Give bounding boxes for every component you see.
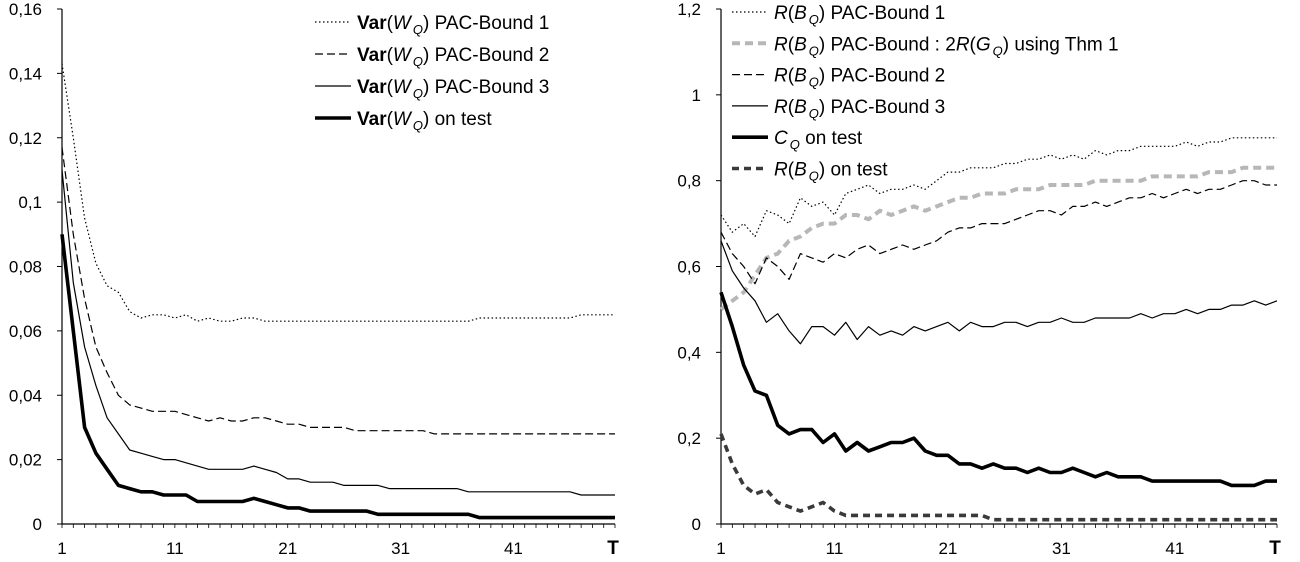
x-tick-label: 11 [826, 539, 844, 558]
x-tick-label: 41 [504, 539, 523, 558]
y-tick-label: 0,1 [18, 193, 42, 212]
series-line-2 [61, 147, 615, 435]
legend-label-2: Var(W Q) PAC-Bound 2 [357, 45, 549, 69]
y-tick-label: 0,04 [9, 386, 42, 405]
series-line-5 [719, 291, 1277, 488]
series-line-1 [720, 137, 1277, 238]
series-line-3 [720, 180, 1277, 285]
legend-label-3: Var(W Q) PAC-Bound 3 [357, 77, 549, 101]
y-tick-label: 0 [692, 515, 701, 534]
y-tick-label: 0,08 [9, 258, 42, 277]
y-tick-label: 1 [692, 86, 701, 105]
y-tick-label: 0,6 [677, 258, 701, 277]
right-chart: 00,20,40,60,811,21 11 21 31 41 TR(B Q) PAC-Bou… [677, 0, 1281, 559]
x-tick-label: 31 [391, 539, 410, 558]
x-tick-label: 11 [166, 539, 184, 558]
y-tick-label: 0,4 [677, 343, 701, 362]
x-axis-title: T [607, 538, 619, 559]
x-tick-label: 41 [1165, 539, 1184, 558]
y-tick-label: 0,12 [9, 129, 42, 148]
series-line-4 [720, 240, 1278, 345]
y-tick-label: 0,2 [677, 429, 701, 448]
y-tick-label: 0,8 [677, 172, 701, 191]
legend-label-1: R(B Q) PAC-Bound 1 [774, 3, 945, 27]
legend-label-6: R(B Q) on test [774, 160, 888, 184]
x-tick-label: 31 [1052, 539, 1071, 558]
series-line-3 [61, 169, 615, 496]
series-line-6 [719, 433, 1277, 522]
left-chart: 00,020,040,060,080,10,120,140,161 11 21 31 4… [9, 0, 619, 559]
series-line-4 [60, 234, 615, 520]
legend-label-2: R(B Q) PAC-Bound : 2R(G Q) using Thm 1 [774, 34, 1119, 58]
series-line-1 [61, 63, 615, 322]
y-tick-label: 0,06 [9, 322, 42, 341]
y-tick-label: 0 [33, 515, 42, 534]
x-tick-label: 21 [938, 539, 957, 558]
x-tick-label: 1 [57, 539, 66, 558]
x-tick-label: 1 [716, 539, 725, 558]
x-tick-label: 21 [278, 539, 297, 558]
legend-label-1: Var(W Q) PAC-Bound 1 [357, 13, 549, 37]
y-tick-label: 0,02 [9, 451, 42, 470]
legend-label-4: R(B Q) PAC-Bound 3 [774, 97, 945, 121]
series-line-2 [719, 165, 1277, 311]
x-axis-title: T [1269, 538, 1281, 559]
legend-label-4: Var(W Q) on test [357, 109, 492, 133]
y-tick-label: 0,16 [9, 0, 42, 19]
y-tick-label: 1,2 [677, 0, 701, 19]
legend-label-3: R(B Q) PAC-Bound 2 [774, 66, 945, 90]
y-tick-label: 0,14 [9, 64, 42, 83]
